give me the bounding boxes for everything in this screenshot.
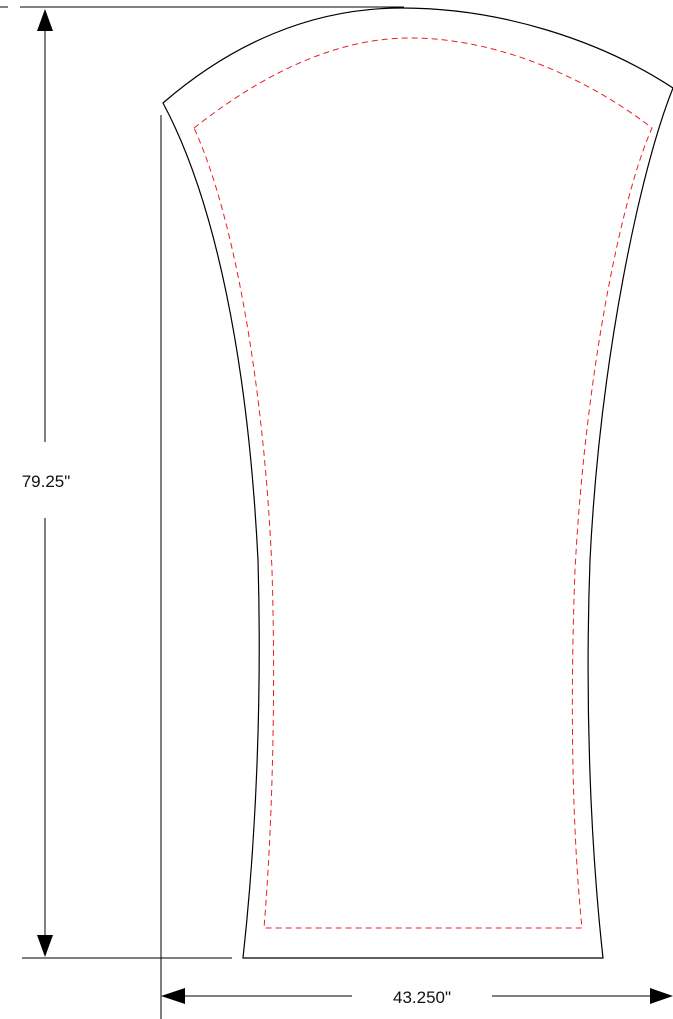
safe-area-dashed-line (194, 38, 652, 928)
height-arrow-up-icon (37, 9, 53, 31)
height-dimension-label: 79.25" (22, 472, 71, 491)
height-arrow-down-icon (37, 935, 53, 957)
width-arrow-left-icon (161, 988, 185, 1004)
width-arrow-right-icon (650, 988, 673, 1004)
outer-cut-line (163, 8, 673, 958)
width-dimension-label: 43.250" (393, 988, 451, 1007)
